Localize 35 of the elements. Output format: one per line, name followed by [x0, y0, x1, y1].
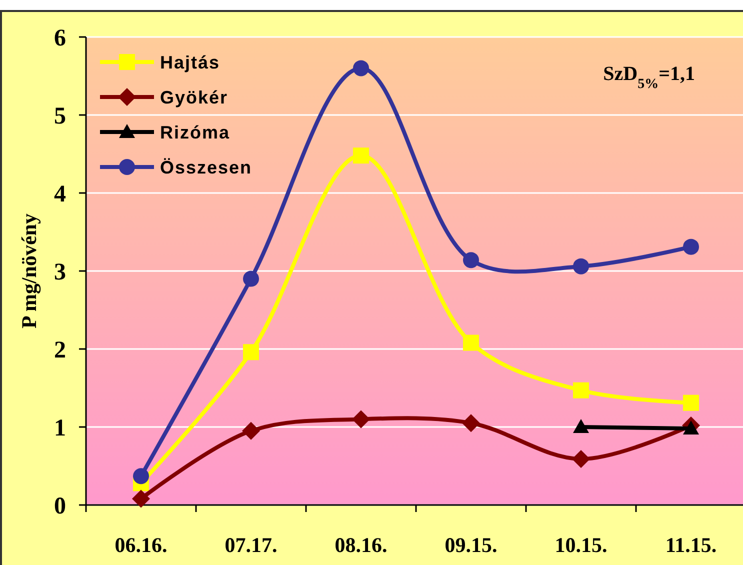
- annotation: SzD$_{5%}$=1,1: [603, 63, 695, 92]
- x-tick-label: 08.16.: [334, 533, 388, 557]
- point: [462, 414, 480, 432]
- point: [463, 334, 479, 351]
- y-tick-label: 1: [54, 415, 66, 442]
- point: [573, 382, 589, 398]
- x-tick-label: 09.15.: [444, 533, 498, 557]
- point: [683, 238, 699, 255]
- point: [683, 394, 699, 411]
- y-axis-title: P mg/növény: [17, 213, 41, 328]
- point: [243, 270, 259, 287]
- x-tick-label: 07.17.: [224, 533, 278, 557]
- point: [573, 258, 589, 274]
- point: [572, 450, 590, 468]
- y-tick-label: 0: [54, 493, 66, 520]
- y-tick-label: 6: [54, 25, 66, 52]
- y-tick-label: 3: [54, 259, 66, 286]
- y-tick-label: 5: [54, 103, 66, 130]
- y-tick-label: 2: [54, 337, 66, 364]
- point: [352, 410, 370, 428]
- point: [463, 252, 479, 268]
- point: [353, 60, 369, 76]
- legend-label: Rizóma: [160, 122, 230, 142]
- point: [133, 468, 149, 484]
- legend-label: Gyökér: [160, 87, 228, 108]
- point: [132, 490, 150, 508]
- legend-label: Összesen: [160, 157, 252, 178]
- point: [243, 344, 259, 360]
- x-tick-label: 06.16.: [114, 533, 168, 557]
- legend-label: Hajtás: [160, 52, 220, 72]
- x-tick-label: 10.15.: [554, 533, 608, 557]
- x-tick-label: 11.15.: [665, 533, 717, 557]
- point: [242, 422, 260, 440]
- point: [353, 148, 369, 164]
- y-tick-label: 4: [54, 181, 66, 208]
